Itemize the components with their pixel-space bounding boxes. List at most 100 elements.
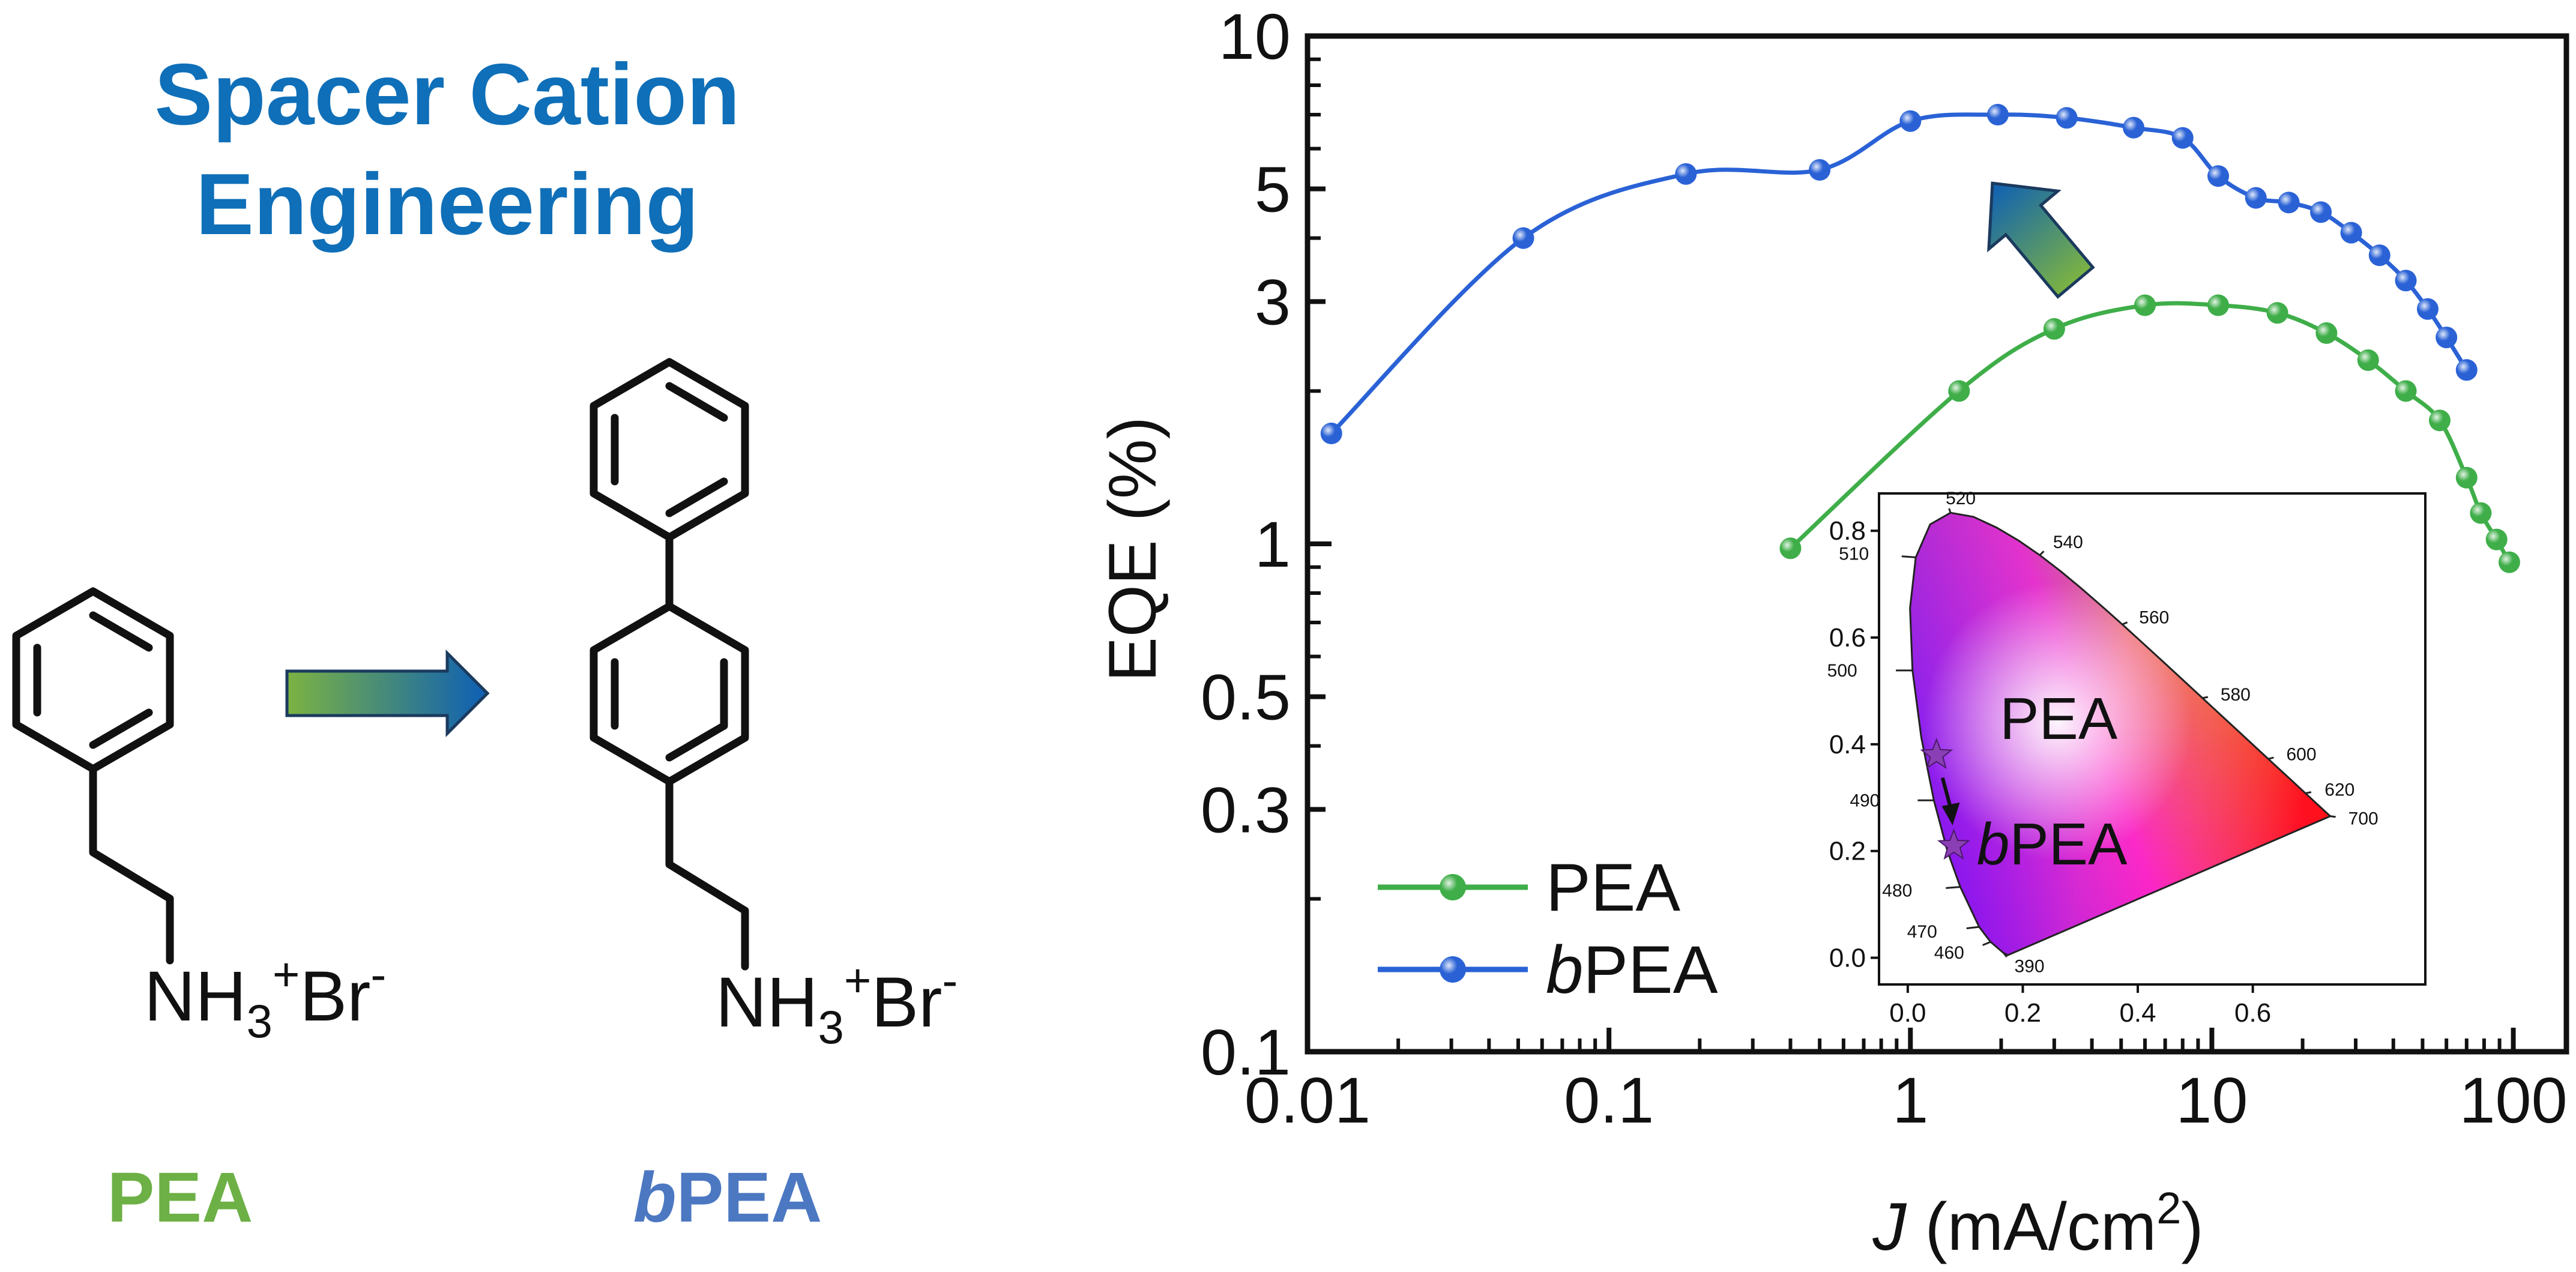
x-tick-label: 0.01 (1244, 1064, 1371, 1136)
data-point-shine (2171, 127, 2194, 149)
wavelength-tick (2003, 952, 2008, 958)
title-line-1: Spacer Cation (155, 46, 740, 143)
data-point-shine (2428, 409, 2451, 432)
cie-points (1920, 737, 1970, 860)
y-tick-label: 5 (1255, 153, 1291, 226)
y-tick-label: 0.5 (1201, 661, 1291, 734)
eqe-increase-arrow (1987, 181, 2095, 299)
x-tick-label: 1 (1892, 1064, 1928, 1136)
cie-y-tick-label: 0.8 (1829, 516, 1866, 546)
y-tick-label: 3 (1255, 265, 1291, 338)
data-point-shine (2340, 222, 2362, 244)
cie-x-tick-label: 0.2 (2004, 998, 2041, 1028)
data-point-shine (2498, 551, 2520, 573)
legend: PEA bPEA (1378, 850, 1718, 1007)
data-point-shine (2123, 116, 2145, 139)
bpea-label: bPEA (633, 1158, 822, 1237)
cie-y-tick-label: 0.4 (1829, 730, 1866, 759)
data-point-shine (1320, 423, 1342, 445)
data-point-shine (2278, 191, 2300, 214)
data-point-shine (2357, 349, 2379, 371)
wavelength-tick (2330, 815, 2336, 818)
cie-x-tick-label: 0.4 (2119, 998, 2156, 1028)
data-point-shine (2056, 107, 2078, 129)
cie-label-bpea: bPEA (1977, 811, 2128, 877)
wavelength-tick (1982, 941, 1991, 946)
data-point-shine (2395, 380, 2417, 402)
pea-ammonium-formula: NH3+Br- (144, 948, 386, 1047)
data-point-shine (2315, 322, 2338, 344)
wavelength-label: 620 (2324, 780, 2354, 800)
wavelength-label: 500 (1827, 661, 1857, 681)
wavelength-tick (2305, 791, 2312, 794)
data-point-shine (2245, 187, 2267, 209)
data-point-shine (2470, 502, 2492, 524)
y-tick-label: 0.1 (1201, 1016, 1291, 1088)
data-point-shine (1675, 163, 1697, 185)
x-tick-labels: 0.01 0.1 1 10 100 (1244, 1064, 2568, 1136)
cie-y-tick-label: 0.6 (1829, 623, 1866, 653)
legend-marker-pea-shine (1440, 874, 1466, 900)
pea-structure: NH3+Br- (12, 587, 386, 1047)
wavelength-label: 560 (2139, 607, 2169, 627)
data-point-shine (2207, 294, 2230, 316)
data-point-shine (2485, 528, 2508, 550)
cie-label-pea: PEA (2000, 686, 2118, 752)
data-point-shine (2310, 201, 2332, 223)
data-point-shine (2368, 244, 2390, 267)
legend-label-bpea: bPEA (1546, 932, 1718, 1007)
x-tick-label: 10 (2176, 1064, 2248, 1136)
data-point-shine (1899, 110, 1922, 132)
wavelength-tick (1901, 555, 1916, 559)
y-tick-labels: 0.1 0.3 0.5 1 3 5 10 (1201, 0, 1291, 1088)
cie-frame (1878, 492, 2427, 986)
data-point-shine (2134, 294, 2156, 316)
wavelength-tick (2039, 550, 2045, 556)
data-point-shine (1986, 104, 2009, 126)
y-tick-label: 10 (1219, 0, 1291, 73)
y-axis-label: EQE (%) (1095, 417, 1170, 682)
data-point-shine (1512, 227, 1534, 249)
data-point-shine (2266, 302, 2288, 324)
wavelength-tick (2122, 621, 2128, 625)
cie-shift-arrowhead (1941, 802, 1960, 825)
data-point-shine (2043, 318, 2065, 340)
wavelength-label: 470 (1907, 922, 1937, 942)
series-line-bpea (1330, 112, 2469, 435)
data-point-shine (2395, 270, 2417, 292)
wavelength-label: 490 (1850, 791, 1880, 810)
wavelength-tick (1946, 886, 1961, 889)
y-tick-label: 1 (1255, 508, 1291, 580)
bpea-structure: NH3+Br- (590, 358, 958, 1053)
wavelength-label: 460 (1934, 943, 1964, 963)
x-tick-label: 0.1 (1564, 1064, 1654, 1136)
wavelength-label: 600 (2286, 744, 2316, 764)
conversion-arrow (285, 649, 490, 738)
wavelength-tick (2202, 696, 2209, 699)
data-point-shine (1948, 380, 1970, 402)
wavelength-label: 700 (2348, 809, 2378, 829)
x-tick-label: 100 (2459, 1064, 2567, 1136)
title-line-2: Engineering (196, 155, 699, 253)
cie-star-bpea (1937, 828, 1970, 860)
cie-y-tick-label: 0.2 (1829, 837, 1866, 866)
pea-label: PEA (107, 1158, 253, 1237)
data-point-shine (1809, 159, 1831, 181)
wavelength-tick (1948, 508, 1952, 513)
cie-ticks: 0.0 0.2 0.4 0.6 0.0 0.2 0.4 0.6 0.8 (1829, 516, 2271, 1028)
data-point-shine (2455, 359, 2478, 381)
series-points (1320, 104, 2520, 573)
wavelength-tick (1966, 926, 1979, 930)
wavelength-label: 540 (2053, 532, 2083, 552)
wavelength-label: 580 (2221, 685, 2251, 705)
data-point-shine (1779, 537, 1802, 559)
data-point-shine (2436, 327, 2458, 349)
cie-y-tick-label: 0.0 (1829, 944, 1866, 973)
legend-label-pea: PEA (1546, 850, 1680, 925)
left-panel: Spacer Cation Engineering NH3+Br- (12, 46, 958, 1237)
legend-marker-bpea-shine (1440, 956, 1466, 983)
